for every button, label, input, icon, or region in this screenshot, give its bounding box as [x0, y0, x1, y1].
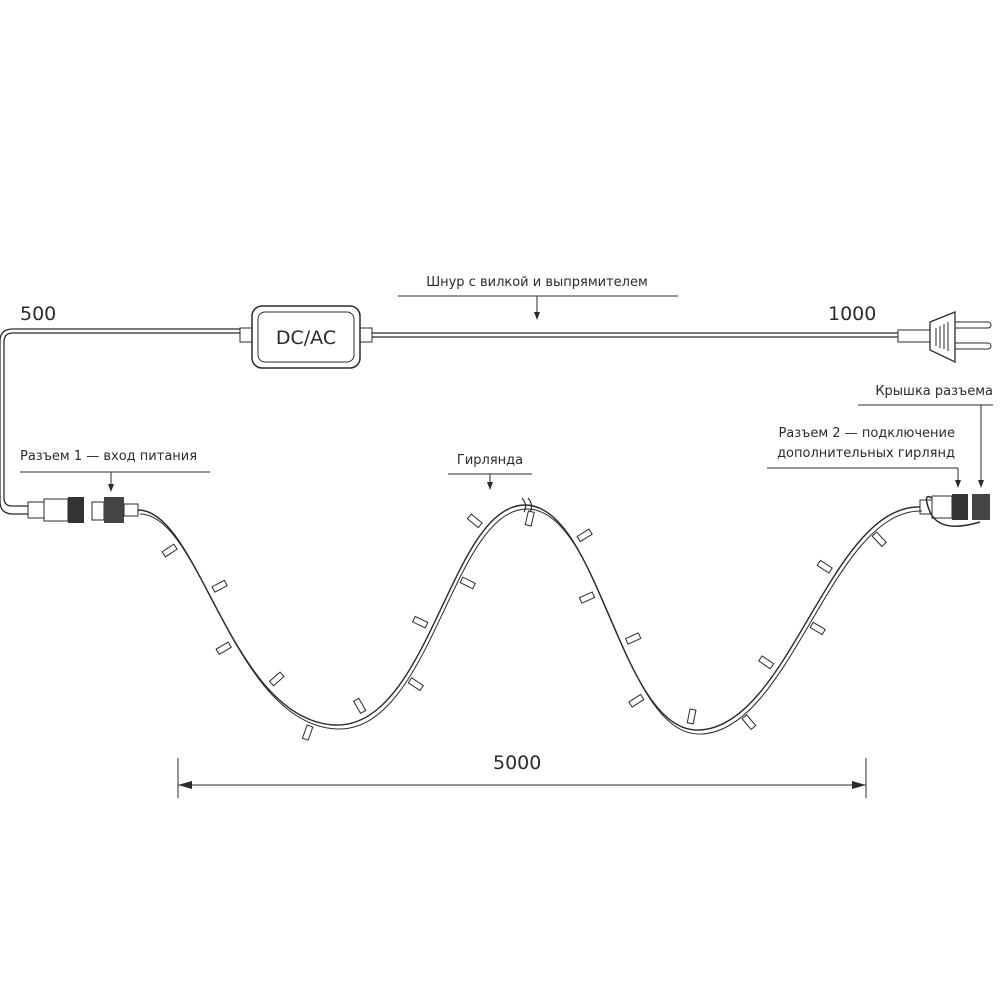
bulb — [301, 724, 314, 741]
connector2-label-line1: Разъем 2 — подключение — [778, 426, 955, 441]
garland-label: Гирлянда — [457, 453, 523, 468]
bulb — [576, 528, 593, 543]
bulb — [211, 579, 228, 593]
bulb — [407, 677, 424, 692]
bulb — [268, 671, 285, 687]
bulb — [161, 543, 178, 558]
bulb — [871, 531, 887, 548]
converter-label: DC/AC — [276, 327, 336, 349]
bulb — [741, 714, 757, 731]
bulb — [686, 708, 697, 725]
bulb — [758, 655, 775, 670]
plug-icon — [897, 311, 992, 364]
bulb — [411, 615, 429, 629]
bulb — [215, 641, 232, 656]
cord-right — [372, 332, 898, 338]
dimension-1000: 1000 — [828, 303, 876, 325]
dimension-line — [177, 758, 867, 798]
cord-left — [0, 328, 240, 515]
bulb — [816, 559, 833, 574]
converter-box: DC/AC — [239, 305, 373, 369]
cap-label: Крышка разъема — [875, 384, 993, 399]
bulb — [628, 693, 645, 708]
connector-1 — [27, 497, 139, 523]
cord-label: Шнур с вилкой и выпрямителем — [426, 275, 648, 290]
dimension-500: 500 — [20, 303, 56, 325]
bulb — [624, 632, 642, 645]
bulb — [809, 621, 826, 636]
bulbs — [161, 510, 887, 741]
bulb — [524, 510, 535, 527]
bulb — [459, 576, 477, 590]
garland-wire — [137, 504, 921, 731]
bulb — [352, 697, 367, 715]
connector1-label: Разъем 1 — вход питания — [20, 449, 197, 464]
dimension-5000: 5000 — [493, 752, 541, 774]
connector-2 — [919, 494, 990, 527]
connector2-label-line2: дополнительных гирлянд — [777, 446, 955, 461]
bulb — [466, 513, 483, 529]
bulb — [578, 591, 596, 604]
